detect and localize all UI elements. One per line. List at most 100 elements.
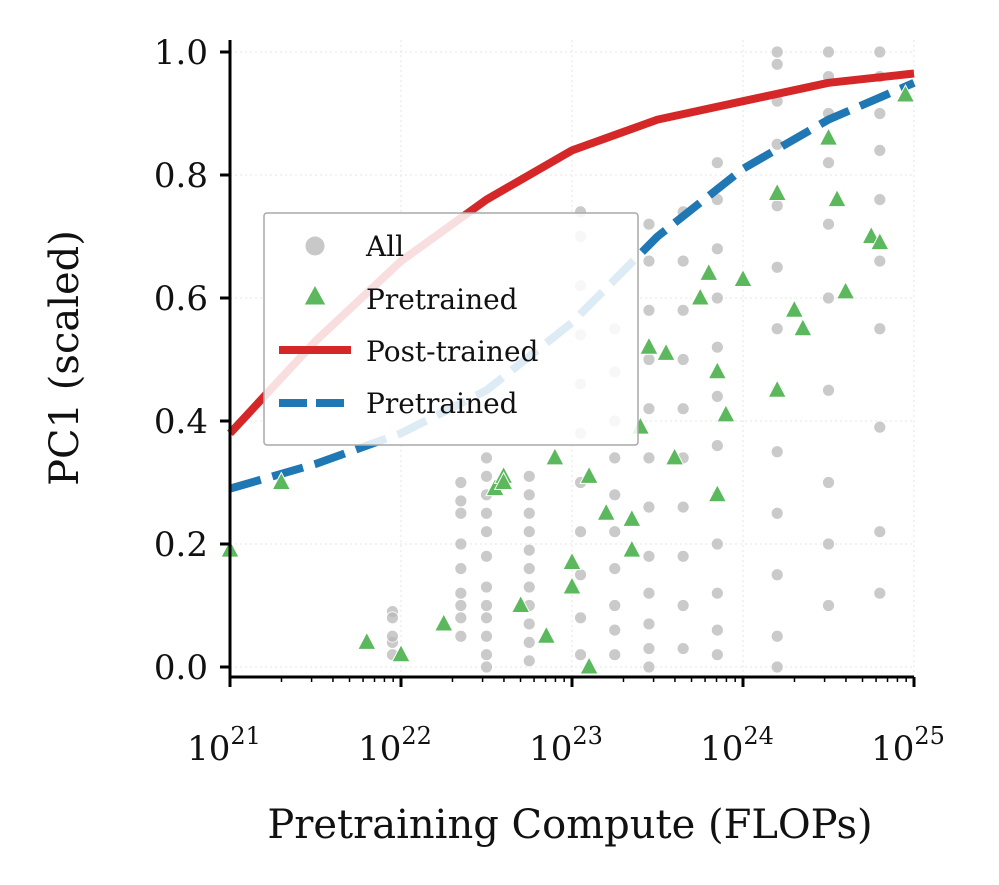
- x-tick-exponent: 24: [743, 722, 774, 750]
- point-all: [522, 488, 536, 502]
- point-all: [676, 303, 690, 317]
- legend-item-pretrained-fit: Pretrained: [279, 387, 518, 420]
- x-tick-label: 1025: [871, 722, 945, 769]
- point-pretrained: [545, 446, 565, 466]
- point-all: [480, 451, 493, 465]
- point-all: [770, 660, 784, 674]
- point-all: [480, 599, 493, 612]
- point-all: [454, 494, 468, 508]
- point-all: [642, 254, 656, 268]
- point-pretrained: [596, 502, 617, 521]
- point-pretrained: [433, 612, 454, 632]
- point-all: [642, 353, 656, 366]
- point-all: [873, 107, 887, 120]
- point-all: [522, 543, 536, 557]
- legend-label-pretrained-fit: Pretrained: [366, 387, 518, 420]
- point-all: [480, 525, 493, 539]
- point-all: [608, 599, 622, 612]
- point-pretrained: [622, 508, 642, 527]
- point-pretrained: [690, 286, 711, 306]
- fit-line-pretrained: [228, 79, 916, 493]
- point-all: [642, 642, 656, 655]
- point-all: [710, 156, 724, 170]
- point-all: [676, 500, 690, 514]
- point-all: [574, 611, 587, 625]
- point-all: [710, 439, 724, 453]
- point-all: [642, 549, 656, 563]
- x-tick-label: 1023: [529, 722, 603, 769]
- y-tick-label: 1.0: [154, 33, 208, 73]
- point-all: [642, 500, 656, 514]
- point-all: [480, 549, 493, 563]
- point-all: [710, 623, 724, 637]
- point-all: [676, 402, 690, 416]
- legend-item-pretrained-points: Pretrained: [303, 283, 518, 316]
- point-pretrained: [827, 188, 847, 208]
- point-all: [522, 617, 536, 631]
- point-all: [522, 580, 536, 594]
- point-all: [676, 353, 690, 366]
- point-all: [873, 322, 887, 336]
- x-tick-label: 1024: [700, 722, 774, 769]
- point-all: [822, 537, 835, 551]
- point-all: [676, 599, 690, 612]
- point-pretrained: [562, 551, 582, 570]
- point-pretrained: [271, 471, 292, 490]
- point-all: [574, 525, 587, 539]
- point-pretrained: [579, 465, 599, 484]
- point-all: [770, 45, 784, 59]
- point-pretrained: [622, 539, 642, 558]
- point-pretrained: [895, 83, 916, 103]
- point-pretrained: [716, 403, 736, 423]
- legend-frame: [263, 212, 639, 446]
- point-all: [676, 254, 690, 268]
- x-tick-exponent: 22: [401, 722, 432, 750]
- point-all: [480, 629, 493, 643]
- point-pretrained: [356, 631, 377, 650]
- point-all: [770, 57, 784, 71]
- point-all: [676, 642, 690, 655]
- y-tick-label: 0.8: [154, 156, 208, 196]
- legend-label-pretrained-points: Pretrained: [366, 283, 518, 316]
- point-pretrained: [536, 625, 557, 644]
- point-all: [480, 469, 493, 483]
- point-all: [822, 291, 835, 305]
- point-all: [454, 476, 468, 489]
- point-all: [480, 648, 493, 662]
- point-all: [710, 537, 724, 551]
- legend-marker-triangle: [303, 283, 327, 306]
- point-all: [608, 525, 622, 539]
- point-all: [608, 648, 622, 662]
- point-pretrained: [579, 655, 599, 675]
- x-tick-exponent: 23: [572, 722, 603, 750]
- point-all: [642, 303, 656, 317]
- point-all: [454, 537, 468, 551]
- legend-label-post-trained: Post-trained: [366, 335, 539, 368]
- point-all: [873, 45, 887, 59]
- point-all: [574, 648, 587, 662]
- y-tick-label: 0.4: [154, 402, 208, 442]
- y-tick-label: 0.0: [154, 648, 208, 688]
- y-tick-label: 0.2: [154, 525, 208, 565]
- point-all: [608, 488, 622, 502]
- x-axis-title: Pretraining Compute (FLOPs): [267, 802, 872, 848]
- point-all: [770, 568, 784, 582]
- point-all: [710, 242, 724, 256]
- point-pretrained: [707, 360, 728, 380]
- point-all: [710, 389, 724, 403]
- x-tick-exponent: 25: [914, 722, 945, 750]
- point-all: [608, 562, 622, 575]
- point-all: [710, 586, 724, 600]
- legend: All Pretrained Post-trained Pretrained: [263, 212, 639, 446]
- point-pretrained: [767, 379, 788, 398]
- point-all: [770, 445, 784, 459]
- point-all: [386, 629, 399, 643]
- point-all: [522, 525, 536, 539]
- point-all: [873, 254, 887, 268]
- point-pretrained: [510, 594, 531, 613]
- point-all: [642, 586, 656, 600]
- point-pretrained: [656, 342, 676, 361]
- point-all: [454, 562, 468, 575]
- point-all: [480, 660, 493, 674]
- point-all: [608, 623, 622, 637]
